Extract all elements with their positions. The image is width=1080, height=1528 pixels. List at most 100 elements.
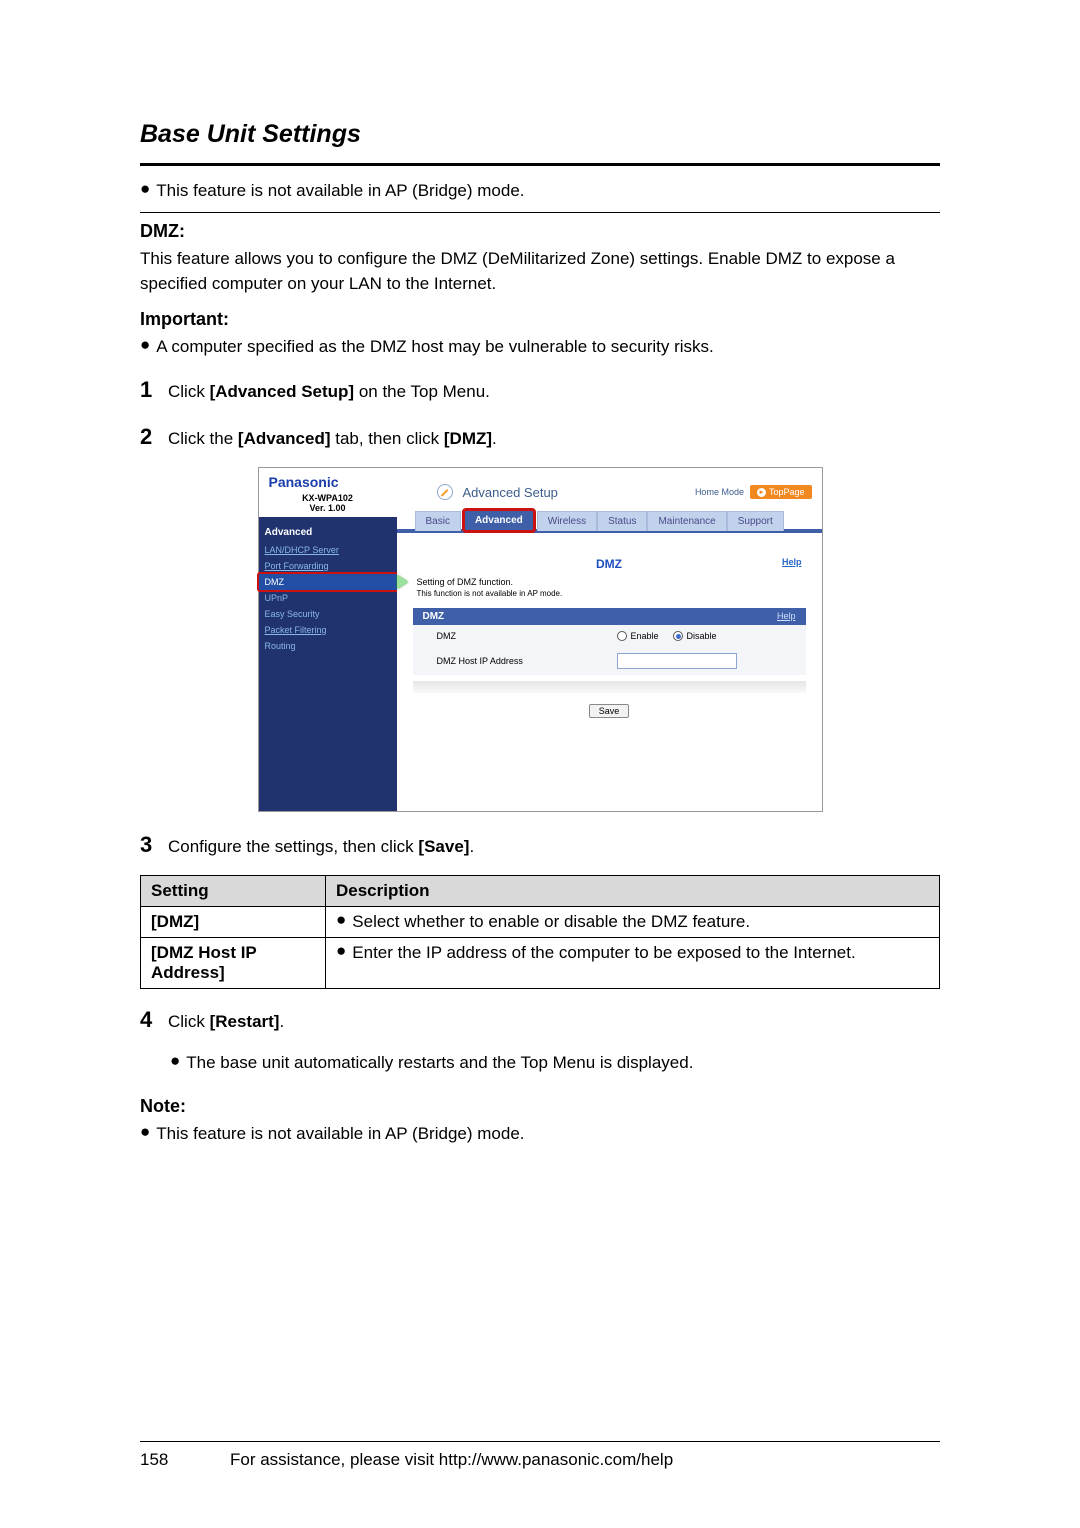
page-footer: 158 For assistance, please visit http://… — [140, 1441, 940, 1470]
table-row: [DMZ Host IP Address] ● Enter the IP addr… — [141, 938, 940, 989]
disable-label: Disable — [687, 631, 717, 641]
cell-desc: ●Select whether to enable or disable the… — [326, 907, 940, 938]
sidebar-item-landhcp[interactable]: LAN/DHCP Server — [259, 542, 397, 558]
sidebar-item-routing[interactable]: Routing — [259, 638, 397, 654]
top-page-button[interactable]: ▸ TopPage — [750, 485, 812, 499]
t: on the Top Menu. — [354, 382, 490, 401]
t: [Restart] — [210, 1012, 280, 1031]
header-row: Advanced Setup Home Mode ▸ TopPage — [397, 468, 822, 510]
sidebar-item-packetfilter[interactable]: Packet Filtering — [259, 622, 397, 638]
hostip-input[interactable] — [617, 653, 737, 669]
t: [Advanced] — [238, 429, 331, 448]
note-heading: Note: — [140, 1096, 940, 1117]
t: [Save] — [418, 837, 469, 856]
page-content: Base Unit Settings ● This feature is not… — [140, 120, 940, 1146]
bullet-dot: ● — [140, 332, 150, 358]
save-button[interactable]: Save — [589, 704, 630, 718]
model-version: KX-WPA102 Ver. 1.00 — [259, 493, 397, 519]
panel-sub2: This function is not available in AP mod… — [417, 589, 822, 598]
section-title: Base Unit Settings — [140, 120, 940, 149]
pencil-icon — [437, 484, 453, 500]
page-number: 158 — [140, 1450, 230, 1470]
tab-status[interactable]: Status — [597, 511, 647, 531]
tab-wireless[interactable]: Wireless — [537, 511, 597, 531]
title-rule — [140, 163, 940, 166]
step-number: 1 — [140, 373, 158, 406]
tab-support[interactable]: Support — [727, 511, 784, 531]
bullet-dot: ● — [170, 1048, 180, 1074]
section-bar: DMZ Help — [413, 608, 806, 625]
help-link[interactable]: Help — [777, 611, 796, 621]
form-row-dmz: DMZ Enable Disable — [413, 625, 806, 647]
label: DMZ — [437, 631, 617, 641]
dmz-para: This feature allows you to configure the… — [140, 246, 940, 297]
important-heading: Important: — [140, 309, 940, 330]
step-number: 3 — [140, 828, 158, 861]
cell-setting: [DMZ Host IP Address] — [141, 938, 326, 989]
settings-table: Setting Description [DMZ] ●Select whethe… — [140, 875, 940, 989]
t: Enter the IP address of the computer to … — [352, 943, 855, 963]
t: [DMZ Host IP — [151, 943, 315, 963]
bullet-dot: ● — [336, 941, 346, 961]
help-link[interactable]: Help — [782, 557, 802, 567]
t: Configure the settings, then click — [168, 837, 418, 856]
grad-bar — [413, 681, 806, 693]
step-4: 4 Click [Restart]. — [140, 1003, 940, 1036]
cell-setting: [DMZ] — [141, 907, 326, 938]
divider — [140, 212, 940, 213]
step-number: 4 — [140, 1003, 158, 1036]
sidebar-item-upnp[interactable]: UPnP — [259, 590, 397, 606]
model: KX-WPA102 — [259, 493, 397, 503]
tab-maintenance[interactable]: Maintenance — [647, 511, 726, 531]
arrow-icon — [397, 575, 408, 589]
t: Select whether to enable or disable the … — [352, 912, 750, 932]
sidebar-item-easysec[interactable]: Easy Security — [259, 606, 397, 622]
bar-label: DMZ — [423, 611, 445, 622]
screenshot-main: Advanced Setup Home Mode ▸ TopPage Basic… — [397, 468, 822, 811]
tabs-row: Basic Advanced Wireless Status Maintenan… — [397, 510, 822, 531]
step-number: 2 — [140, 420, 158, 453]
top-bullet: ● This feature is not available in AP (B… — [140, 178, 940, 204]
radio-disable[interactable] — [673, 631, 683, 641]
bullet-text: This feature is not available in AP (Bri… — [156, 178, 524, 204]
t: . — [492, 429, 497, 448]
label: DMZ — [265, 577, 285, 587]
step-1: 1 Click [Advanced Setup] on the Top Menu… — [140, 373, 940, 406]
panel-sub: Setting of DMZ function. — [417, 577, 822, 587]
t: Click — [168, 382, 210, 401]
form-section: DMZ Enable Disable DMZ Host IP Address — [413, 625, 806, 675]
table-row: [DMZ] ●Select whether to enable or disab… — [141, 907, 940, 938]
t: [DMZ] — [444, 429, 492, 448]
sidebar-item-dmz[interactable]: DMZ — [257, 572, 399, 592]
controls: Enable Disable — [617, 631, 782, 641]
step-body: Configure the settings, then click [Save… — [168, 834, 940, 860]
screenshot-sidebar: Panasonic KX-WPA102 Ver. 1.00 Advanced L… — [259, 468, 397, 811]
cell-desc: ● Enter the IP address of the computer to… — [326, 938, 940, 989]
t: . — [469, 837, 474, 856]
sidebar-section: Advanced — [259, 519, 397, 542]
important-bullet: ● A computer specified as the DMZ host m… — [140, 334, 940, 360]
adv-setup-title: Advanced Setup — [463, 485, 558, 500]
step-body: Click [Restart]. — [168, 1009, 940, 1035]
brand: Panasonic — [259, 468, 397, 493]
step-2: 2 Click the [Advanced] tab, then click [… — [140, 420, 940, 453]
bullet-dot: ● — [140, 1119, 150, 1145]
step-3: 3 Configure the settings, then click [Sa… — [140, 828, 940, 861]
th-description: Description — [326, 876, 940, 907]
note-bullet: ● This feature is not available in AP (B… — [140, 1121, 940, 1147]
bullet-text: This feature is not available in AP (Bri… — [156, 1121, 524, 1147]
home-mode: Home Mode — [695, 487, 744, 497]
panel-title: DMZ — [596, 557, 622, 571]
controls — [617, 653, 782, 669]
bullet-dot: ● — [140, 176, 150, 202]
th-setting: Setting — [141, 876, 326, 907]
step-body: Click the [Advanced] tab, then click [DM… — [168, 426, 940, 452]
step-4-sub: ● The base unit automatically restarts a… — [170, 1050, 940, 1076]
t: . — [279, 1012, 284, 1031]
tab-advanced[interactable]: Advanced — [462, 508, 536, 533]
radio-enable[interactable] — [617, 631, 627, 641]
footer-text: For assistance, please visit http://www.… — [230, 1450, 940, 1470]
label: TopPage — [769, 487, 805, 497]
label: DMZ Host IP Address — [437, 656, 617, 666]
tab-basic[interactable]: Basic — [415, 511, 461, 531]
